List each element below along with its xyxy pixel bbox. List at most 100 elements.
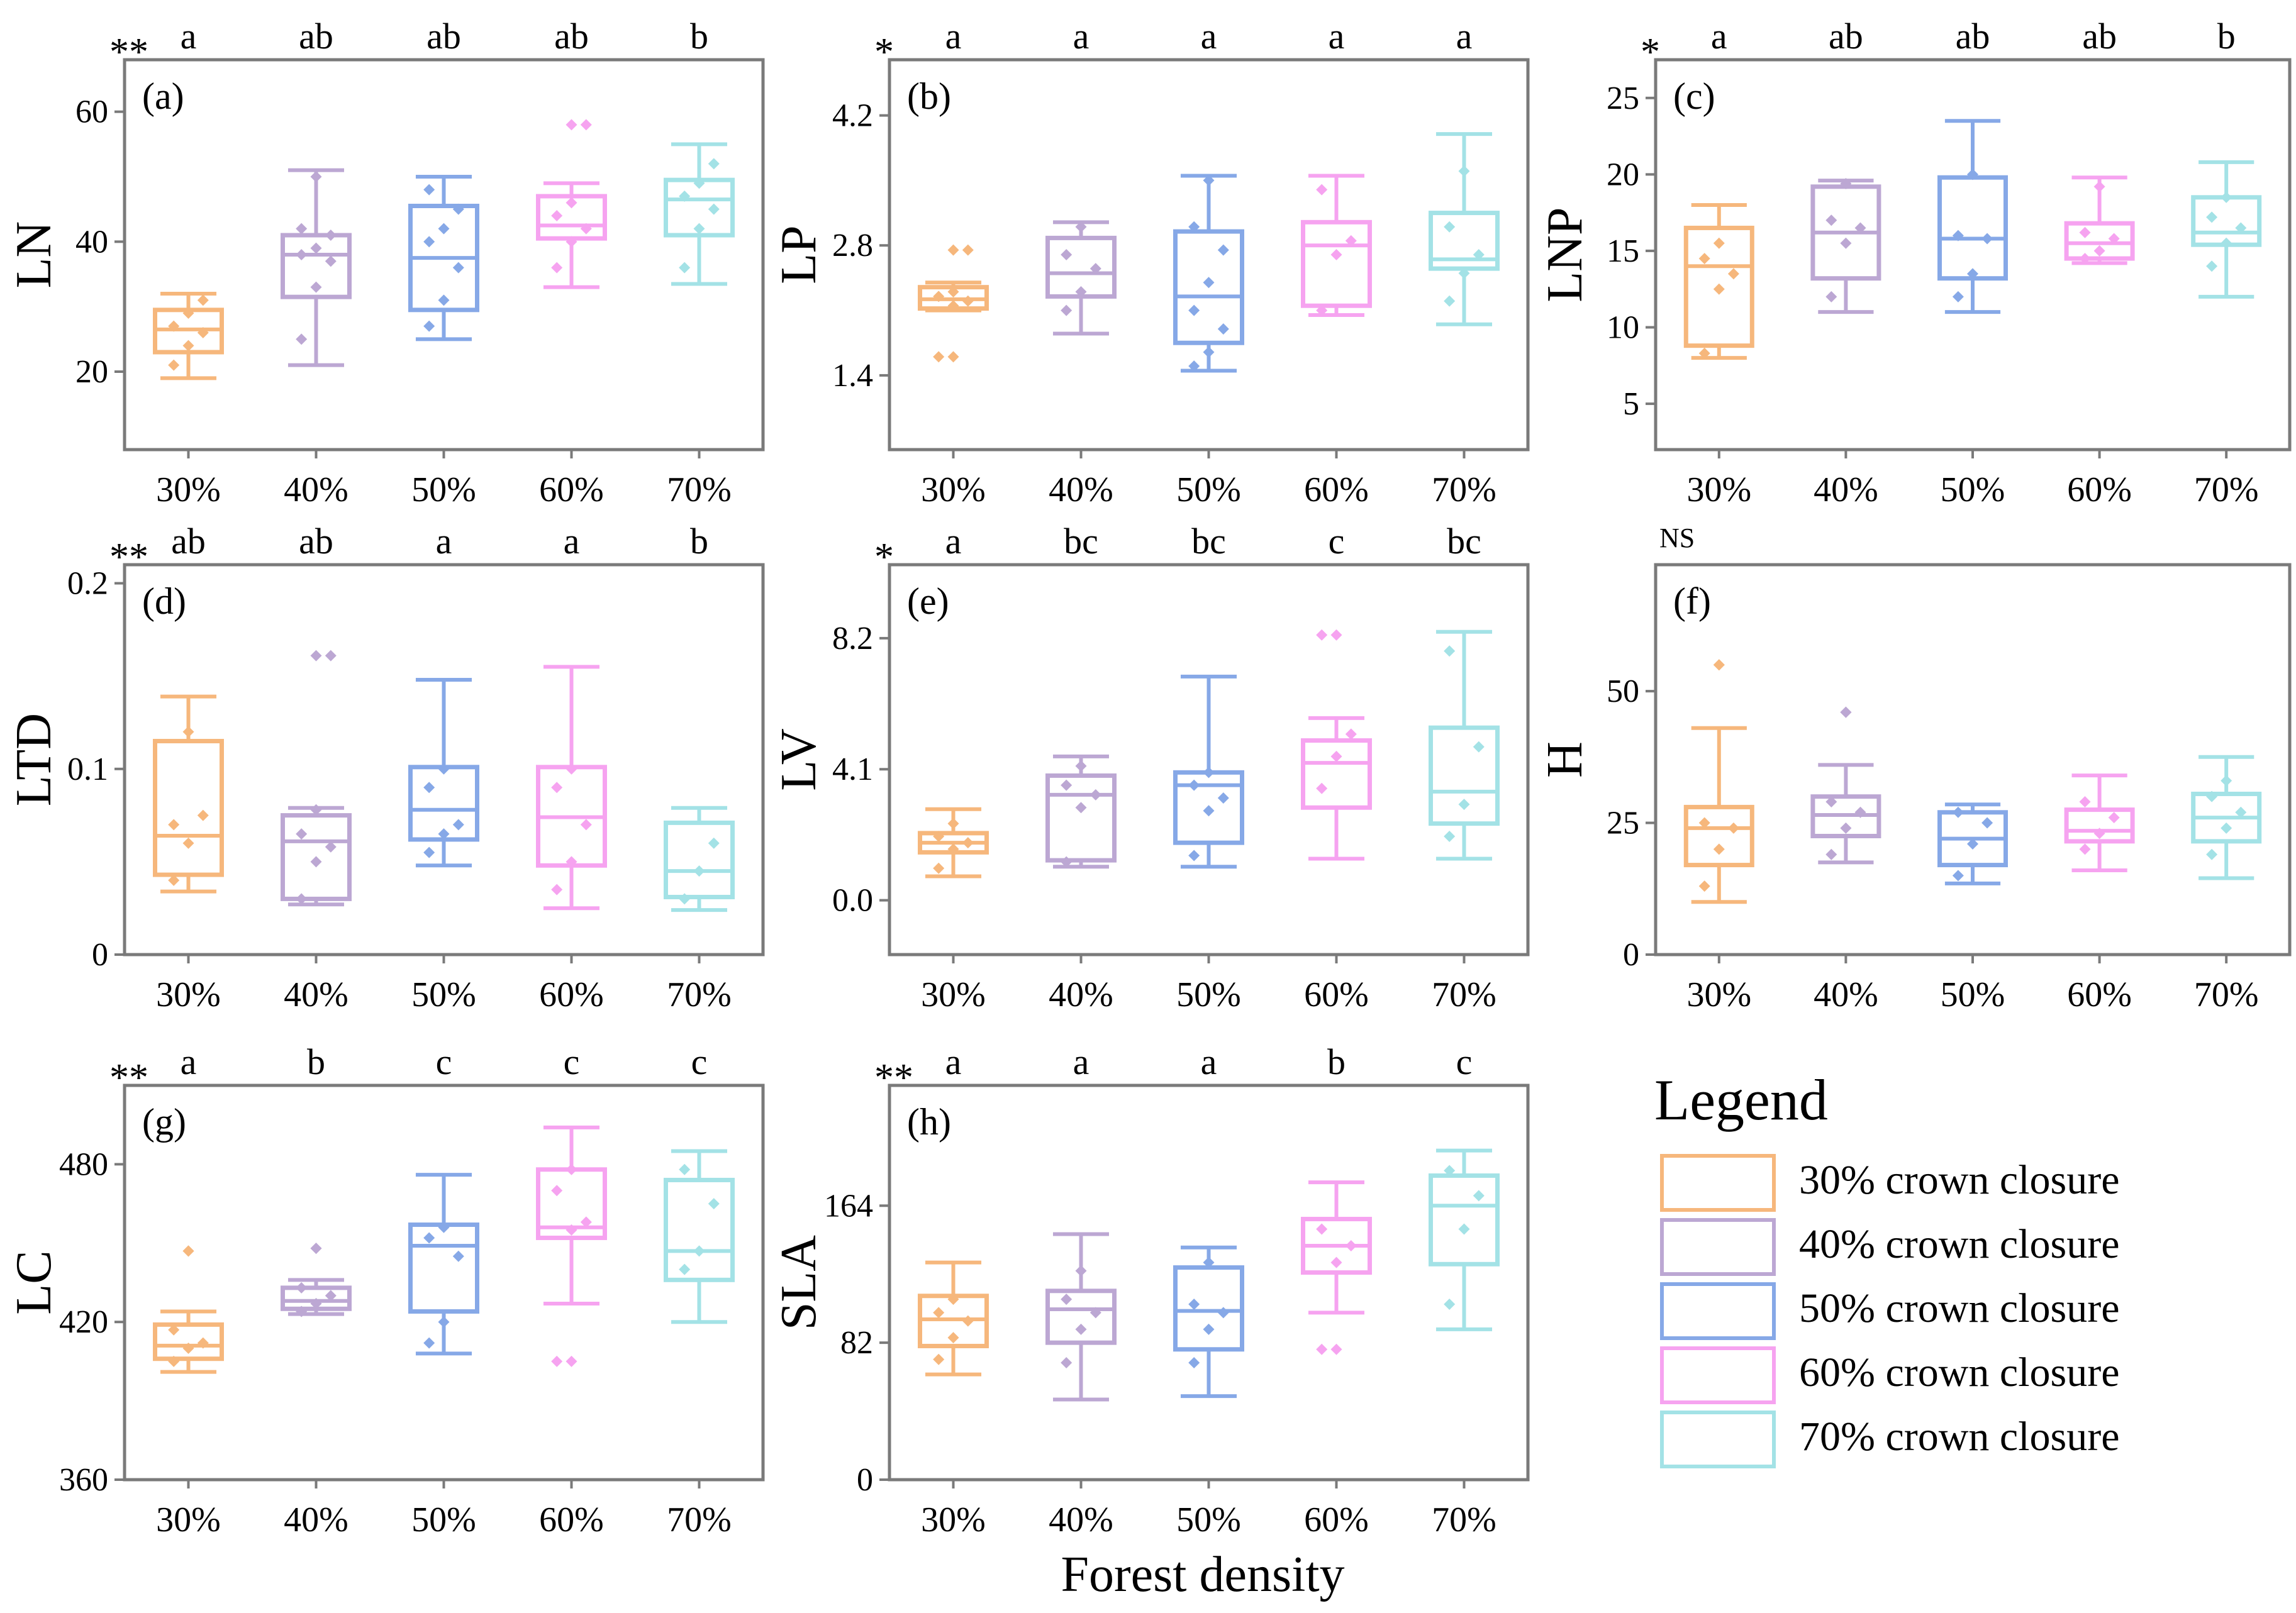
box-40% [1045, 220, 1117, 336]
significance-letter: b [1327, 1041, 1346, 1082]
panel-tag: (e) [907, 580, 949, 622]
box-70% [1429, 629, 1500, 861]
data-point [551, 884, 563, 895]
x-tick-label: 60% [1304, 975, 1369, 1014]
legend-item: 50% crown closure [1660, 1282, 2120, 1340]
data-point [551, 210, 563, 221]
box-50% [408, 678, 479, 868]
data-point [1316, 184, 1328, 196]
x-tick-label: 30% [921, 975, 986, 1014]
data-point [566, 197, 577, 209]
outlier-point [1713, 659, 1725, 671]
data-point [1203, 277, 1215, 289]
data-point [1203, 346, 1215, 358]
y-axis-label: LN [6, 221, 62, 289]
data-point [1075, 221, 1087, 233]
x-tick-label: 40% [1049, 975, 1113, 1014]
data-point [1075, 760, 1087, 772]
box-30% [153, 694, 224, 894]
data-point [325, 841, 337, 853]
significance-letter: a [1201, 16, 1217, 57]
data-point [1444, 1165, 1456, 1177]
data-point [438, 828, 450, 840]
panel-g: 360 420 480 30% 40% 50% 60% 70% LC (g)** a b c c c [6, 1041, 765, 1539]
data-point [566, 763, 577, 775]
significance-letter: b [2217, 16, 2236, 57]
outlier-point [182, 1245, 194, 1257]
data-point [2079, 843, 2091, 855]
data-point [947, 1332, 959, 1344]
data-point [310, 242, 322, 254]
data-point [438, 1221, 450, 1233]
x-axis-label: Forest density [1061, 1547, 1344, 1602]
significance-letter: ab [2082, 16, 2117, 57]
data-point [423, 846, 435, 858]
data-point [679, 1163, 691, 1175]
significance-letter: a [1073, 1041, 1089, 1082]
data-point [168, 1324, 180, 1336]
x-tick-label: 50% [1176, 975, 1241, 1014]
data-point [325, 255, 337, 267]
x-tick-label: 70% [2194, 975, 2259, 1014]
data-point [947, 818, 959, 829]
data-point [1316, 629, 1328, 641]
box-40% [1045, 754, 1117, 869]
data-point [1330, 249, 1342, 260]
box-iqr [1683, 225, 1754, 348]
data-point [1473, 741, 1485, 753]
panel-f: 0 25 50 30% 40% 50% 60% 70% H (f) NS [1537, 523, 2292, 1014]
data-point [438, 1316, 450, 1328]
significance-marker: ** [109, 1056, 148, 1099]
legend-item: 60% crown closure [1660, 1346, 2120, 1404]
data-point [296, 828, 308, 840]
outlier-point [566, 1355, 577, 1367]
significance-marker: * [874, 31, 894, 74]
box-70% [2191, 755, 2262, 880]
significance-letter: b [690, 521, 708, 562]
x-tick-label: 70% [667, 975, 732, 1014]
data-point [566, 856, 577, 868]
legend-swatch [1660, 1282, 1776, 1340]
box-iqr [281, 233, 352, 299]
x-tick-label: 50% [1176, 1500, 1241, 1539]
outlier-point [1330, 1343, 1342, 1355]
box-50% [408, 1173, 479, 1356]
data-point [679, 191, 691, 202]
data-point [423, 236, 435, 248]
data-point [580, 119, 592, 131]
box-40% [281, 1243, 352, 1317]
legend-swatch [1660, 1218, 1776, 1276]
data-point [693, 1245, 705, 1257]
data-point [1444, 645, 1456, 657]
box-iqr [664, 820, 735, 899]
y-tick-label: 82 [840, 1325, 873, 1361]
data-point [423, 1337, 435, 1349]
data-point [296, 893, 308, 905]
x-tick-label: 70% [2194, 470, 2259, 509]
x-tick-label: 40% [1814, 975, 1878, 1014]
significance-letter: bc [1064, 521, 1098, 562]
data-point [1952, 806, 1964, 818]
legend-label: 40% crown closure [1799, 1221, 2120, 1267]
data-point [1840, 177, 1852, 189]
data-point [947, 1294, 959, 1305]
box-30% [918, 244, 989, 363]
outlier-point [566, 119, 577, 131]
y-axis-label: SLA [771, 1235, 827, 1330]
panel-c: 5 10 15 20 25 30% 40% 50% 60% 70% LNP (c) * a ab ab ab b [1537, 16, 2292, 509]
data-point [296, 1282, 308, 1294]
data-point [1473, 249, 1485, 260]
significance-letter: c [436, 1041, 452, 1082]
outlier-point [1330, 629, 1342, 641]
x-tick-label: 70% [1432, 1500, 1496, 1539]
data-point [168, 874, 180, 886]
data-point [1203, 1256, 1215, 1268]
x-tick-label: 60% [1304, 1500, 1369, 1539]
data-point [1967, 838, 1978, 850]
legend-label: 60% crown closure [1799, 1350, 2120, 1395]
panel-b: 1.4 2.8 4.2 30% 40% 50% 60% 70% LP (b) * a a a a a [771, 16, 1530, 509]
box-50% [1173, 174, 1244, 373]
x-tick-label: 70% [1432, 975, 1496, 1014]
data-point [1825, 214, 1837, 226]
significance-letter: a [1201, 1041, 1217, 1082]
